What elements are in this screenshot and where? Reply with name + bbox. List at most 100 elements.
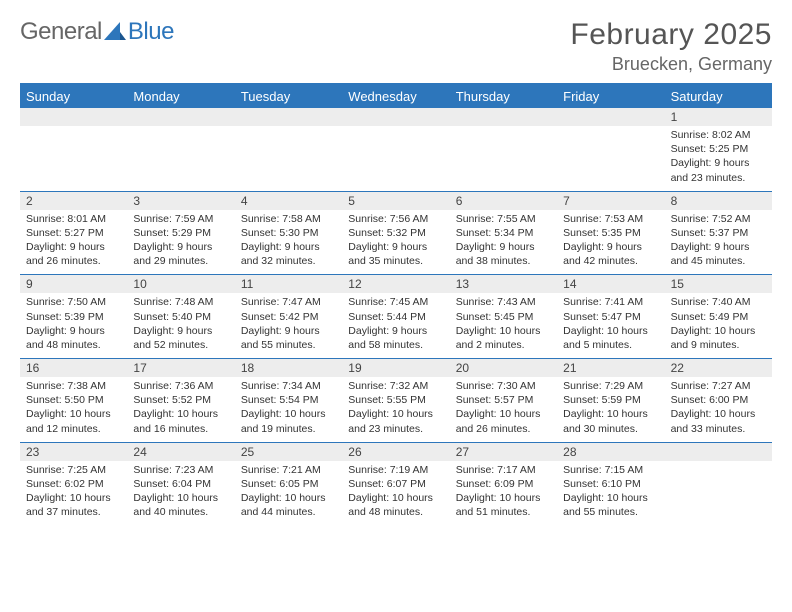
day-number: 6 (450, 192, 557, 210)
calendar-day: 8Sunrise: 7:52 AMSunset: 5:37 PMDaylight… (665, 192, 772, 275)
dow-wednesday: Wednesday (342, 85, 449, 108)
calendar-day: . (235, 108, 342, 191)
sunset-line: Sunset: 5:45 PM (456, 310, 551, 324)
sunrise-line: Sunrise: 7:56 AM (348, 212, 443, 226)
daylight-line: Daylight: 10 hours and 44 minutes. (241, 491, 336, 519)
day-number: 10 (127, 275, 234, 293)
sunset-line: Sunset: 6:07 PM (348, 477, 443, 491)
sunset-line: Sunset: 5:40 PM (133, 310, 228, 324)
calendar-day: 10Sunrise: 7:48 AMSunset: 5:40 PMDayligh… (127, 275, 234, 358)
sunrise-line: Sunrise: 7:32 AM (348, 379, 443, 393)
sunset-line: Sunset: 5:30 PM (241, 226, 336, 240)
day-number: 4 (235, 192, 342, 210)
day-details: Sunrise: 7:56 AMSunset: 5:32 PMDaylight:… (342, 210, 449, 269)
sunrise-line: Sunrise: 7:40 AM (671, 295, 766, 309)
daylight-line: Daylight: 10 hours and 51 minutes. (456, 491, 551, 519)
calendar-day: 4Sunrise: 7:58 AMSunset: 5:30 PMDaylight… (235, 192, 342, 275)
calendar-day: . (450, 108, 557, 191)
calendar-day: 6Sunrise: 7:55 AMSunset: 5:34 PMDaylight… (450, 192, 557, 275)
sunrise-line: Sunrise: 7:15 AM (563, 463, 658, 477)
day-number: 11 (235, 275, 342, 293)
calendar-day: . (20, 108, 127, 191)
sunrise-line: Sunrise: 7:38 AM (26, 379, 121, 393)
daylight-line: Daylight: 10 hours and 37 minutes. (26, 491, 121, 519)
day-number: 15 (665, 275, 772, 293)
calendar-day: 24Sunrise: 7:23 AMSunset: 6:04 PMDayligh… (127, 443, 234, 526)
day-number: 3 (127, 192, 234, 210)
calendar-day: 7Sunrise: 7:53 AMSunset: 5:35 PMDaylight… (557, 192, 664, 275)
calendar-body: ......1Sunrise: 8:02 AMSunset: 5:25 PMDa… (20, 108, 772, 525)
sunset-line: Sunset: 5:59 PM (563, 393, 658, 407)
calendar-week: 2Sunrise: 8:01 AMSunset: 5:27 PMDaylight… (20, 191, 772, 275)
sunrise-line: Sunrise: 7:19 AM (348, 463, 443, 477)
calendar-week: 23Sunrise: 7:25 AMSunset: 6:02 PMDayligh… (20, 442, 772, 526)
calendar-day: 28Sunrise: 7:15 AMSunset: 6:10 PMDayligh… (557, 443, 664, 526)
day-number: . (235, 108, 342, 126)
dow-monday: Monday (127, 85, 234, 108)
dow-thursday: Thursday (450, 85, 557, 108)
calendar-day: 27Sunrise: 7:17 AMSunset: 6:09 PMDayligh… (450, 443, 557, 526)
day-details: Sunrise: 7:48 AMSunset: 5:40 PMDaylight:… (127, 293, 234, 352)
daylight-line: Daylight: 10 hours and 23 minutes. (348, 407, 443, 435)
calendar-day: 26Sunrise: 7:19 AMSunset: 6:07 PMDayligh… (342, 443, 449, 526)
sunset-line: Sunset: 6:05 PM (241, 477, 336, 491)
sunrise-line: Sunrise: 8:02 AM (671, 128, 766, 142)
daylight-line: Daylight: 10 hours and 5 minutes. (563, 324, 658, 352)
day-details: Sunrise: 7:38 AMSunset: 5:50 PMDaylight:… (20, 377, 127, 436)
sunrise-line: Sunrise: 7:23 AM (133, 463, 228, 477)
calendar-day: 19Sunrise: 7:32 AMSunset: 5:55 PMDayligh… (342, 359, 449, 442)
day-number: . (342, 108, 449, 126)
sunset-line: Sunset: 5:29 PM (133, 226, 228, 240)
title-block: February 2025 Bruecken, Germany (570, 18, 772, 75)
daylight-line: Daylight: 10 hours and 26 minutes. (456, 407, 551, 435)
day-number: . (20, 108, 127, 126)
day-details: Sunrise: 7:23 AMSunset: 6:04 PMDaylight:… (127, 461, 234, 520)
location-subtitle: Bruecken, Germany (570, 54, 772, 75)
sunrise-line: Sunrise: 7:41 AM (563, 295, 658, 309)
sunrise-line: Sunrise: 7:34 AM (241, 379, 336, 393)
sunrise-line: Sunrise: 7:43 AM (456, 295, 551, 309)
day-details: Sunrise: 7:19 AMSunset: 6:07 PMDaylight:… (342, 461, 449, 520)
daylight-line: Daylight: 10 hours and 19 minutes. (241, 407, 336, 435)
calendar-day: 20Sunrise: 7:30 AMSunset: 5:57 PMDayligh… (450, 359, 557, 442)
daylight-line: Daylight: 10 hours and 55 minutes. (563, 491, 658, 519)
dow-friday: Friday (557, 85, 664, 108)
day-number: 22 (665, 359, 772, 377)
day-details: Sunrise: 7:30 AMSunset: 5:57 PMDaylight:… (450, 377, 557, 436)
day-details: Sunrise: 8:01 AMSunset: 5:27 PMDaylight:… (20, 210, 127, 269)
daylight-line: Daylight: 10 hours and 33 minutes. (671, 407, 766, 435)
daylight-line: Daylight: 9 hours and 48 minutes. (26, 324, 121, 352)
day-number: . (557, 108, 664, 126)
calendar-week: 9Sunrise: 7:50 AMSunset: 5:39 PMDaylight… (20, 274, 772, 358)
day-number: . (450, 108, 557, 126)
day-details: Sunrise: 7:43 AMSunset: 5:45 PMDaylight:… (450, 293, 557, 352)
calendar-day: 21Sunrise: 7:29 AMSunset: 5:59 PMDayligh… (557, 359, 664, 442)
day-number: 17 (127, 359, 234, 377)
day-number: 24 (127, 443, 234, 461)
daylight-line: Daylight: 9 hours and 35 minutes. (348, 240, 443, 268)
day-number: 25 (235, 443, 342, 461)
day-number: 18 (235, 359, 342, 377)
day-details: Sunrise: 8:02 AMSunset: 5:25 PMDaylight:… (665, 126, 772, 185)
day-number: 28 (557, 443, 664, 461)
calendar-day: 13Sunrise: 7:43 AMSunset: 5:45 PMDayligh… (450, 275, 557, 358)
day-number: 2 (20, 192, 127, 210)
calendar-day: 16Sunrise: 7:38 AMSunset: 5:50 PMDayligh… (20, 359, 127, 442)
day-number: 12 (342, 275, 449, 293)
calendar-day: 11Sunrise: 7:47 AMSunset: 5:42 PMDayligh… (235, 275, 342, 358)
sunrise-line: Sunrise: 7:36 AM (133, 379, 228, 393)
day-details: Sunrise: 7:29 AMSunset: 5:59 PMDaylight:… (557, 377, 664, 436)
day-details: Sunrise: 7:25 AMSunset: 6:02 PMDaylight:… (20, 461, 127, 520)
sunset-line: Sunset: 6:04 PM (133, 477, 228, 491)
sunrise-line: Sunrise: 7:52 AM (671, 212, 766, 226)
sunrise-line: Sunrise: 7:50 AM (26, 295, 121, 309)
calendar-week: ......1Sunrise: 8:02 AMSunset: 5:25 PMDa… (20, 108, 772, 191)
sunrise-line: Sunrise: 7:53 AM (563, 212, 658, 226)
sunset-line: Sunset: 5:35 PM (563, 226, 658, 240)
sunrise-line: Sunrise: 7:30 AM (456, 379, 551, 393)
day-details: Sunrise: 7:41 AMSunset: 5:47 PMDaylight:… (557, 293, 664, 352)
daylight-line: Daylight: 10 hours and 9 minutes. (671, 324, 766, 352)
sunset-line: Sunset: 5:52 PM (133, 393, 228, 407)
calendar-header-row: Sunday Monday Tuesday Wednesday Thursday… (20, 85, 772, 108)
calendar-day: . (127, 108, 234, 191)
